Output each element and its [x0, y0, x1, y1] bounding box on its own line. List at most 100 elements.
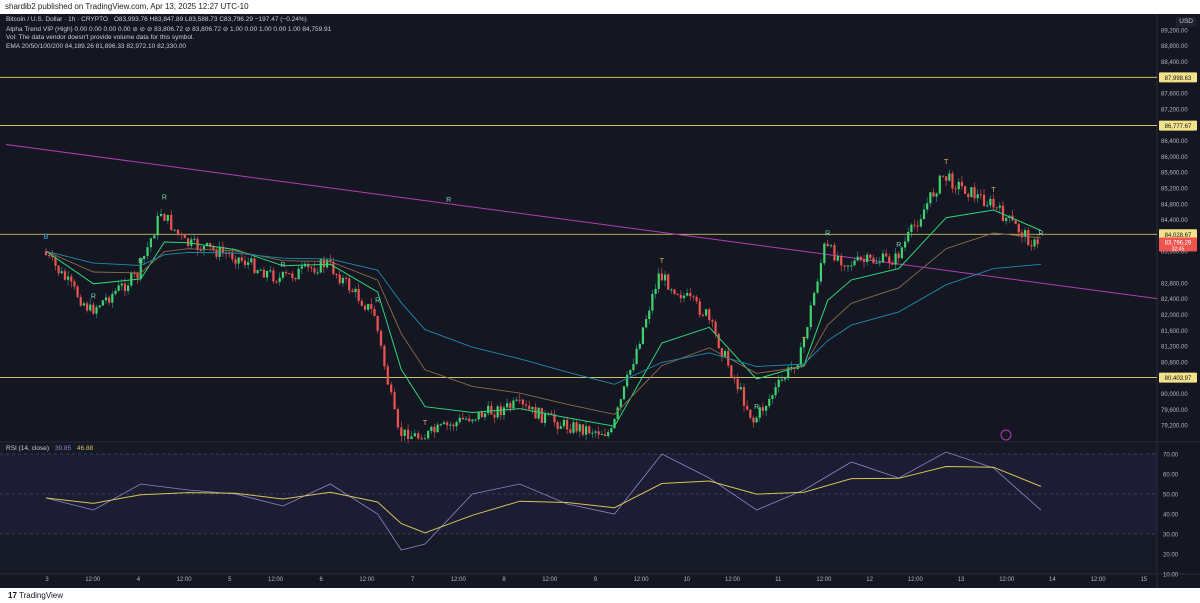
candle-body[interactable]: [967, 193, 970, 197]
candle-body[interactable]: [477, 411, 480, 420]
legend-symbol[interactable]: Bitcoin / U.S. Dollar · 1h · CRYPTO: [6, 16, 108, 23]
candle-body[interactable]: [461, 417, 464, 420]
candle-body[interactable]: [250, 258, 253, 263]
candle-body[interactable]: [325, 259, 329, 268]
candle-body[interactable]: [907, 231, 910, 242]
candle-body[interactable]: [209, 243, 212, 247]
candle-body[interactable]: [749, 409, 752, 418]
rsi-ma-line[interactable]: [45, 465, 1042, 534]
candle-body[interactable]: [163, 213, 166, 221]
signal-marker[interactable]: R: [138, 258, 143, 265]
candle-body[interactable]: [322, 259, 326, 268]
candle-body[interactable]: [234, 259, 237, 264]
candle-body[interactable]: [676, 293, 679, 295]
candle-body[interactable]: [528, 405, 531, 410]
candle-body[interactable]: [464, 418, 468, 420]
candle-body[interactable]: [1005, 217, 1008, 222]
candle-body[interactable]: [474, 419, 477, 421]
candle-body[interactable]: [629, 369, 632, 375]
candle-body[interactable]: [1001, 205, 1005, 222]
candle-body[interactable]: [862, 259, 866, 262]
candle-body[interactable]: [170, 214, 173, 230]
candle-body[interactable]: [247, 262, 250, 266]
candle-body[interactable]: [638, 343, 641, 349]
candle-body[interactable]: [1020, 232, 1024, 238]
candle-body[interactable]: [79, 297, 82, 306]
candle-body[interactable]: [313, 268, 316, 273]
candle-body[interactable]: [626, 374, 629, 387]
candle-body[interactable]: [143, 256, 146, 260]
candle-body[interactable]: [272, 270, 275, 282]
candle-body[interactable]: [133, 273, 136, 275]
candle-body[interactable]: [989, 198, 992, 206]
candle-body[interactable]: [490, 405, 493, 415]
candle-body[interactable]: [253, 258, 256, 274]
candle-body[interactable]: [730, 365, 733, 378]
candle-body[interactable]: [70, 276, 73, 282]
candle-body[interactable]: [130, 273, 133, 286]
candle-body[interactable]: [446, 422, 449, 426]
candle-body[interactable]: [752, 417, 755, 423]
candle-body[interactable]: [259, 269, 262, 271]
candle-body[interactable]: [900, 247, 904, 259]
candle-body[interactable]: [117, 285, 120, 291]
candle-body[interactable]: [51, 255, 54, 258]
candle-body[interactable]: [853, 260, 856, 266]
candle-body[interactable]: [297, 268, 300, 280]
candle-body[interactable]: [104, 297, 108, 301]
candle-body[interactable]: [95, 307, 98, 314]
candle-body[interactable]: [836, 255, 839, 261]
candle-body[interactable]: [755, 417, 758, 423]
candle-body[interactable]: [813, 292, 816, 306]
candle-body[interactable]: [310, 267, 313, 269]
candle-body[interactable]: [427, 430, 430, 439]
candle-body[interactable]: [787, 367, 790, 379]
candle-body[interactable]: [720, 348, 723, 357]
candle-body[interactable]: [300, 266, 303, 269]
candle-body[interactable]: [840, 255, 843, 266]
candle-body[interactable]: [537, 407, 540, 419]
candle-body[interactable]: [559, 426, 562, 429]
candle-body[interactable]: [67, 276, 70, 280]
candle-body[interactable]: [682, 295, 686, 299]
candle-body[interactable]: [960, 181, 964, 187]
candle-body[interactable]: [679, 294, 682, 299]
candle-body[interactable]: [826, 243, 829, 247]
candle-body[interactable]: [885, 253, 888, 257]
candle-body[interactable]: [502, 407, 506, 416]
signal-marker[interactable]: T: [423, 420, 428, 427]
candle-body[interactable]: [667, 274, 670, 290]
candle-body[interactable]: [1014, 220, 1017, 225]
candle-body[interactable]: [187, 238, 190, 246]
candle-body[interactable]: [534, 406, 537, 419]
candle-body[interactable]: [833, 245, 836, 261]
signal-marker[interactable]: R: [754, 404, 759, 411]
candle-body[interactable]: [644, 319, 648, 328]
candle-body[interactable]: [406, 429, 410, 439]
reset-view-icon[interactable]: [1000, 429, 1012, 441]
candle-body[interactable]: [1036, 239, 1039, 244]
candle-body[interactable]: [894, 253, 897, 265]
candle-body[interactable]: [998, 205, 1001, 208]
candle-body[interactable]: [60, 271, 63, 274]
candle-body[interactable]: [929, 192, 932, 204]
signal-marker[interactable]: T: [802, 337, 807, 344]
candle-body[interactable]: [240, 257, 243, 261]
candle-body[interactable]: [341, 277, 344, 284]
candle-body[interactable]: [114, 290, 117, 294]
candle-body[interactable]: [875, 262, 878, 264]
candle-body[interactable]: [698, 301, 701, 315]
candle-body[interactable]: [799, 347, 802, 366]
candle-body[interactable]: [146, 247, 149, 257]
candle-body[interactable]: [891, 262, 894, 265]
candle-body[interactable]: [85, 303, 89, 311]
candle-body[interactable]: [205, 243, 209, 247]
candle-body[interactable]: [708, 309, 711, 321]
candle-body[interactable]: [73, 281, 76, 287]
candle-body[interactable]: [101, 300, 104, 306]
candle-body[interactable]: [515, 399, 518, 401]
candle-body[interactable]: [733, 377, 736, 379]
candle-body[interactable]: [816, 281, 819, 293]
candle-body[interactable]: [562, 420, 566, 427]
candle-body[interactable]: [403, 429, 406, 437]
